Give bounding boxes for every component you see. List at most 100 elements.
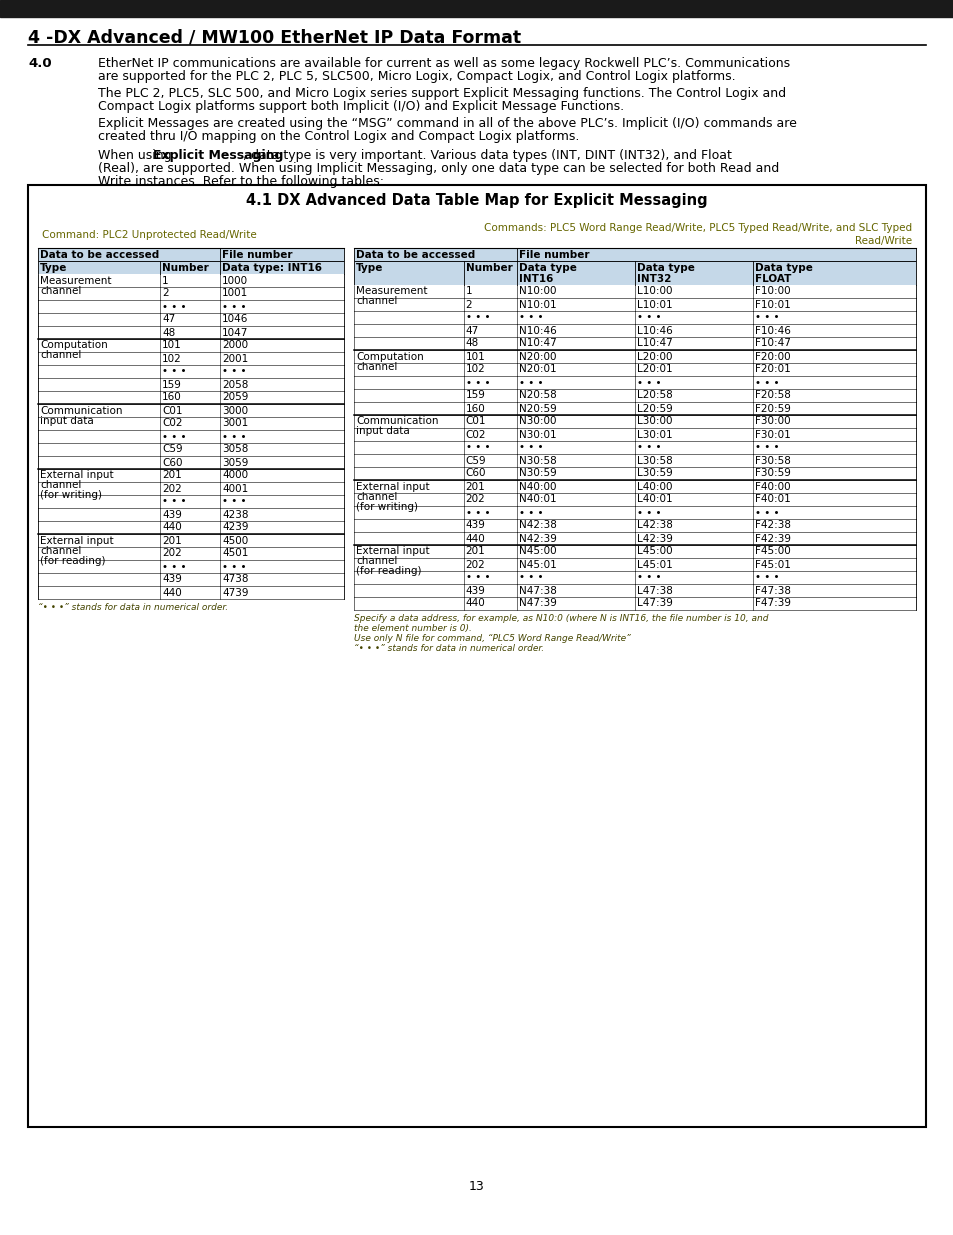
Text: Measurement: Measurement xyxy=(40,275,112,285)
Text: C60: C60 xyxy=(465,468,486,478)
Bar xyxy=(38,559,344,573)
Bar xyxy=(354,571,915,584)
Text: 4000: 4000 xyxy=(222,471,248,480)
Bar xyxy=(38,352,344,366)
Text: L42:39: L42:39 xyxy=(637,534,672,543)
Text: • • •: • • • xyxy=(222,562,246,572)
Text: L10:00: L10:00 xyxy=(637,287,672,296)
Text: C01: C01 xyxy=(465,416,486,426)
Text: 4501: 4501 xyxy=(222,548,248,558)
Text: • • •: • • • xyxy=(465,573,490,583)
Text: 439: 439 xyxy=(465,585,485,595)
Text: • • •: • • • xyxy=(637,378,660,388)
Text: C60: C60 xyxy=(162,457,182,468)
Text: Read/Write: Read/Write xyxy=(854,236,911,246)
Text: • • •: • • • xyxy=(754,573,779,583)
Text: Data type: Data type xyxy=(518,263,577,273)
Text: The PLC 2, PLC5, SLC 500, and Micro Logix series support Explicit Messaging func: The PLC 2, PLC5, SLC 500, and Micro Logi… xyxy=(98,86,785,100)
Text: Use only N file for command, “PLC5 Word Range Read/Write”: Use only N file for command, “PLC5 Word … xyxy=(354,634,630,643)
Text: Type: Type xyxy=(355,263,383,273)
Bar xyxy=(354,429,915,441)
Text: F30:00: F30:00 xyxy=(754,416,790,426)
Text: L20:58: L20:58 xyxy=(637,390,672,400)
Text: 439: 439 xyxy=(162,510,182,520)
Bar xyxy=(354,493,915,506)
Text: N10:00: N10:00 xyxy=(518,287,556,296)
Bar xyxy=(38,573,344,585)
Text: 4 -DX Advanced / MW100 EtherNet IP Data Format: 4 -DX Advanced / MW100 EtherNet IP Data … xyxy=(28,28,520,46)
Text: channel: channel xyxy=(355,492,397,501)
Text: L30:58: L30:58 xyxy=(637,456,672,466)
Bar xyxy=(354,454,915,467)
Text: Compact Logix platforms support both Implicit (I/O) and Explicit Message Functio: Compact Logix platforms support both Imp… xyxy=(98,100,623,112)
Bar xyxy=(354,558,915,571)
Text: N20:58: N20:58 xyxy=(518,390,557,400)
Text: L10:46: L10:46 xyxy=(637,326,672,336)
Text: F30:59: F30:59 xyxy=(754,468,790,478)
Bar xyxy=(38,547,344,559)
Bar xyxy=(38,338,344,352)
Text: F42:38: F42:38 xyxy=(754,520,790,531)
Bar xyxy=(354,261,915,285)
Text: 1: 1 xyxy=(162,275,169,285)
Text: 4238: 4238 xyxy=(222,510,248,520)
Text: Commands: PLC5 Word Range Read/Write, PLC5 Typed Read/Write, and SLC Typed: Commands: PLC5 Word Range Read/Write, PL… xyxy=(483,224,911,233)
Text: L45:01: L45:01 xyxy=(637,559,672,569)
Text: (for reading): (for reading) xyxy=(355,567,421,577)
Text: Data to be accessed: Data to be accessed xyxy=(355,249,475,261)
Text: 4500: 4500 xyxy=(222,536,248,546)
Bar xyxy=(354,375,915,389)
Bar xyxy=(354,506,915,519)
Text: L30:59: L30:59 xyxy=(637,468,672,478)
Text: • • •: • • • xyxy=(465,378,490,388)
Text: • • •: • • • xyxy=(222,367,246,377)
Text: 3058: 3058 xyxy=(222,445,248,454)
Text: • • •: • • • xyxy=(222,496,246,506)
Text: N40:01: N40:01 xyxy=(518,494,556,505)
Text: 1046: 1046 xyxy=(222,315,248,325)
Text: 160: 160 xyxy=(465,404,485,414)
Text: “• • •” stands for data in numerical order.: “• • •” stands for data in numerical ord… xyxy=(354,643,543,653)
Text: 160: 160 xyxy=(162,393,182,403)
Text: C02: C02 xyxy=(465,430,486,440)
Text: N20:01: N20:01 xyxy=(518,364,556,374)
Text: 102: 102 xyxy=(162,353,182,363)
Text: • • •: • • • xyxy=(754,312,779,322)
Text: N45:01: N45:01 xyxy=(518,559,557,569)
Text: (for reading): (for reading) xyxy=(40,556,106,566)
Text: • • •: • • • xyxy=(162,431,186,441)
Bar xyxy=(354,285,915,298)
Text: F10:01: F10:01 xyxy=(754,300,790,310)
Text: Specify a data address, for example, as N10:0 (where N is INT16, the file number: Specify a data address, for example, as … xyxy=(354,614,768,622)
Text: F45:01: F45:01 xyxy=(754,559,790,569)
Text: 1: 1 xyxy=(465,287,472,296)
Text: the element number is 0).: the element number is 0). xyxy=(354,624,472,634)
Bar xyxy=(354,248,915,261)
Text: • • •: • • • xyxy=(518,442,543,452)
Text: N10:01: N10:01 xyxy=(518,300,556,310)
Text: • • •: • • • xyxy=(637,442,660,452)
Text: • • •: • • • xyxy=(162,562,186,572)
Bar xyxy=(38,456,344,469)
Text: N30:00: N30:00 xyxy=(518,416,556,426)
Text: Explicit Messages are created using the “MSG” command in all of the above PLC’s.: Explicit Messages are created using the … xyxy=(98,117,796,130)
Text: External input: External input xyxy=(355,547,429,557)
Text: When using: When using xyxy=(98,149,175,162)
Text: 440: 440 xyxy=(465,599,485,609)
Text: 201: 201 xyxy=(162,471,182,480)
Text: Communication: Communication xyxy=(40,405,122,415)
Text: created thru I/O mapping on the Control Logix and Compact Logix platforms.: created thru I/O mapping on the Control … xyxy=(98,130,578,143)
Bar xyxy=(354,545,915,558)
Bar xyxy=(38,391,344,404)
Text: (Real), are supported. When using Implicit Messaging, only one data type can be : (Real), are supported. When using Implic… xyxy=(98,162,779,175)
Text: N20:59: N20:59 xyxy=(518,404,557,414)
Text: C02: C02 xyxy=(162,419,182,429)
Text: 159: 159 xyxy=(162,379,182,389)
Text: L47:38: L47:38 xyxy=(637,585,672,595)
Text: 440: 440 xyxy=(162,522,182,532)
Text: • • •: • • • xyxy=(162,301,186,311)
Text: Data type: Data type xyxy=(754,263,812,273)
Text: 4239: 4239 xyxy=(222,522,248,532)
Text: channel: channel xyxy=(355,557,397,567)
Text: 202: 202 xyxy=(465,494,485,505)
